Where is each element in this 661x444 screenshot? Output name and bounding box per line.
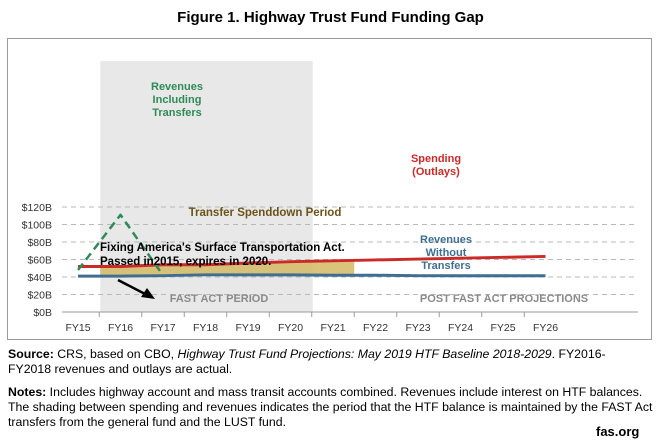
rev-wo-label-line1: Revenues [420,234,472,246]
source-text-2: . FY2016-FY2018 revenues and outlays are… [8,347,606,376]
series-line-1 [78,273,546,278]
source-note: Source: CRS, based on CBO, Highway Trust… [8,347,648,377]
x-tick-label: FY16 [108,322,133,334]
y-tick-label: $120B [22,202,52,214]
x-tick-label: FY19 [235,322,260,334]
rev-incl-label-line3: Transfers [152,107,202,119]
source-title: Highway Trust Fund Projections: May 2019… [177,347,552,361]
brand-label: fas.org [596,424,640,439]
x-tick-label: FY17 [150,322,175,334]
y-tick-label: $0B [33,307,52,319]
rev-incl-label-line1: Revenues [151,81,203,93]
y-tick-label: $20B [27,290,52,302]
fast-act-note-line1: Fixing America's Surface Transportation … [100,242,345,254]
transfer-spenddown-band [100,260,355,277]
x-tick-label: FY23 [405,322,430,334]
y-tick-label: $100B [22,220,52,232]
x-tick-label: FY22 [363,322,388,334]
fast-act-period-label: FAST ACT PERIOD [170,293,269,305]
rev-wo-label-line2: Without [426,247,467,259]
series-line-2 [77,213,165,276]
y-tick-label: $80B [27,237,52,249]
rev-wo-label-line3: Transfers [421,260,471,272]
x-tick-label: FY18 [193,322,218,334]
notes: Notes: Includes highway account and mass… [8,385,653,430]
x-tick-label: FY25 [490,322,515,334]
x-tick-label: FY24 [448,322,473,334]
x-tick-label: FY26 [533,322,558,334]
post-fast-act-label: POST FAST ACT PROJECTIONS [420,293,588,305]
source-text-1: CRS, based on CBO, [53,347,178,361]
x-tick-label: FY15 [65,322,90,334]
source-label: Source: [8,347,54,361]
transfer-spenddown-label: Transfer Spenddown Period [189,207,342,219]
spending-label-line1: Spending [411,153,461,165]
x-tick-label: FY20 [278,322,303,334]
fast-act-note-line2: Passed in2015, expires in 2020. [100,256,271,268]
rev-incl-label-line2: Including [153,94,202,106]
spending-label-line2: (Outlays) [412,166,460,178]
y-tick-label: $40B [27,272,52,284]
y-tick-label: $60B [27,255,52,267]
chart-plot: $0B $20B $40B $60B $80B $100B $120B FY15 FY16 FY1… [22,61,638,334]
chart-title: Figure 1. Highway Trust Fund Funding Gap [177,9,484,26]
notes-label: Notes: [8,385,47,399]
notes-text: Includes highway account and mass transi… [8,385,653,429]
x-tick-label: FY21 [320,322,345,334]
arrow-icon [117,278,155,299]
